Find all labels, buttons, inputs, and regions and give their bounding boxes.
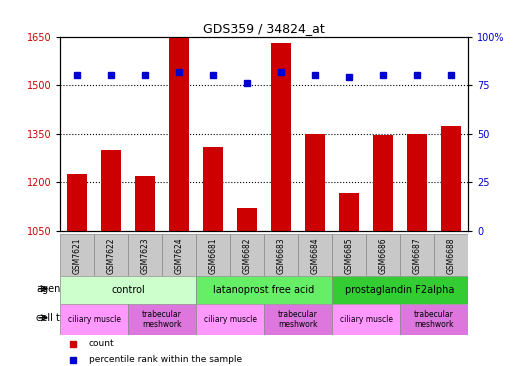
Bar bbox=[441, 126, 461, 231]
Text: trabecular
meshwork: trabecular meshwork bbox=[278, 310, 318, 329]
Bar bbox=[366, 234, 400, 276]
Bar bbox=[169, 37, 189, 231]
Bar bbox=[196, 234, 230, 276]
Text: GSM6682: GSM6682 bbox=[243, 237, 252, 273]
Text: agent: agent bbox=[36, 284, 64, 294]
Bar bbox=[230, 234, 264, 276]
Bar bbox=[196, 276, 332, 304]
Text: GSM6687: GSM6687 bbox=[413, 237, 422, 274]
Text: percentile rank within the sample: percentile rank within the sample bbox=[89, 355, 242, 364]
Bar bbox=[135, 176, 155, 231]
Text: GSM7624: GSM7624 bbox=[175, 237, 184, 274]
Text: GSM7621: GSM7621 bbox=[73, 237, 82, 273]
Text: GSM6684: GSM6684 bbox=[311, 237, 320, 274]
Text: GSM6685: GSM6685 bbox=[345, 237, 354, 274]
Text: count: count bbox=[89, 339, 115, 348]
Bar bbox=[94, 234, 128, 276]
Text: GSM6686: GSM6686 bbox=[379, 237, 388, 274]
Bar bbox=[400, 234, 434, 276]
Bar bbox=[400, 304, 468, 335]
Text: ciliary muscle: ciliary muscle bbox=[339, 315, 393, 324]
Bar bbox=[60, 234, 94, 276]
Bar bbox=[60, 304, 128, 335]
Bar bbox=[407, 134, 427, 231]
Bar bbox=[271, 43, 291, 231]
Bar bbox=[298, 234, 332, 276]
Bar bbox=[332, 304, 400, 335]
Bar bbox=[264, 234, 298, 276]
Bar bbox=[332, 234, 366, 276]
Bar bbox=[60, 276, 196, 304]
Text: GSM6683: GSM6683 bbox=[277, 237, 286, 274]
Text: GSM7623: GSM7623 bbox=[141, 237, 150, 274]
Bar bbox=[203, 146, 223, 231]
Text: latanoprost free acid: latanoprost free acid bbox=[213, 285, 315, 295]
Bar bbox=[237, 208, 257, 231]
Text: control: control bbox=[111, 285, 145, 295]
Bar bbox=[373, 135, 393, 231]
Bar bbox=[434, 234, 468, 276]
Bar bbox=[67, 174, 87, 231]
Text: trabecular
meshwork: trabecular meshwork bbox=[414, 310, 454, 329]
Text: GSM6688: GSM6688 bbox=[447, 237, 456, 273]
Text: ciliary muscle: ciliary muscle bbox=[203, 315, 257, 324]
Text: ciliary muscle: ciliary muscle bbox=[67, 315, 121, 324]
Bar bbox=[196, 304, 264, 335]
Text: prostaglandin F2alpha: prostaglandin F2alpha bbox=[345, 285, 455, 295]
Bar bbox=[101, 150, 121, 231]
Text: GSM6681: GSM6681 bbox=[209, 237, 218, 273]
Text: GSM7622: GSM7622 bbox=[107, 237, 116, 273]
Text: cell type: cell type bbox=[36, 313, 78, 323]
Bar bbox=[264, 304, 332, 335]
Bar bbox=[128, 304, 196, 335]
Bar bbox=[162, 234, 196, 276]
Bar bbox=[305, 134, 325, 231]
Bar bbox=[339, 193, 359, 231]
Bar bbox=[128, 234, 162, 276]
Text: trabecular
meshwork: trabecular meshwork bbox=[142, 310, 182, 329]
Title: GDS359 / 34824_at: GDS359 / 34824_at bbox=[203, 22, 325, 36]
Bar bbox=[332, 276, 468, 304]
